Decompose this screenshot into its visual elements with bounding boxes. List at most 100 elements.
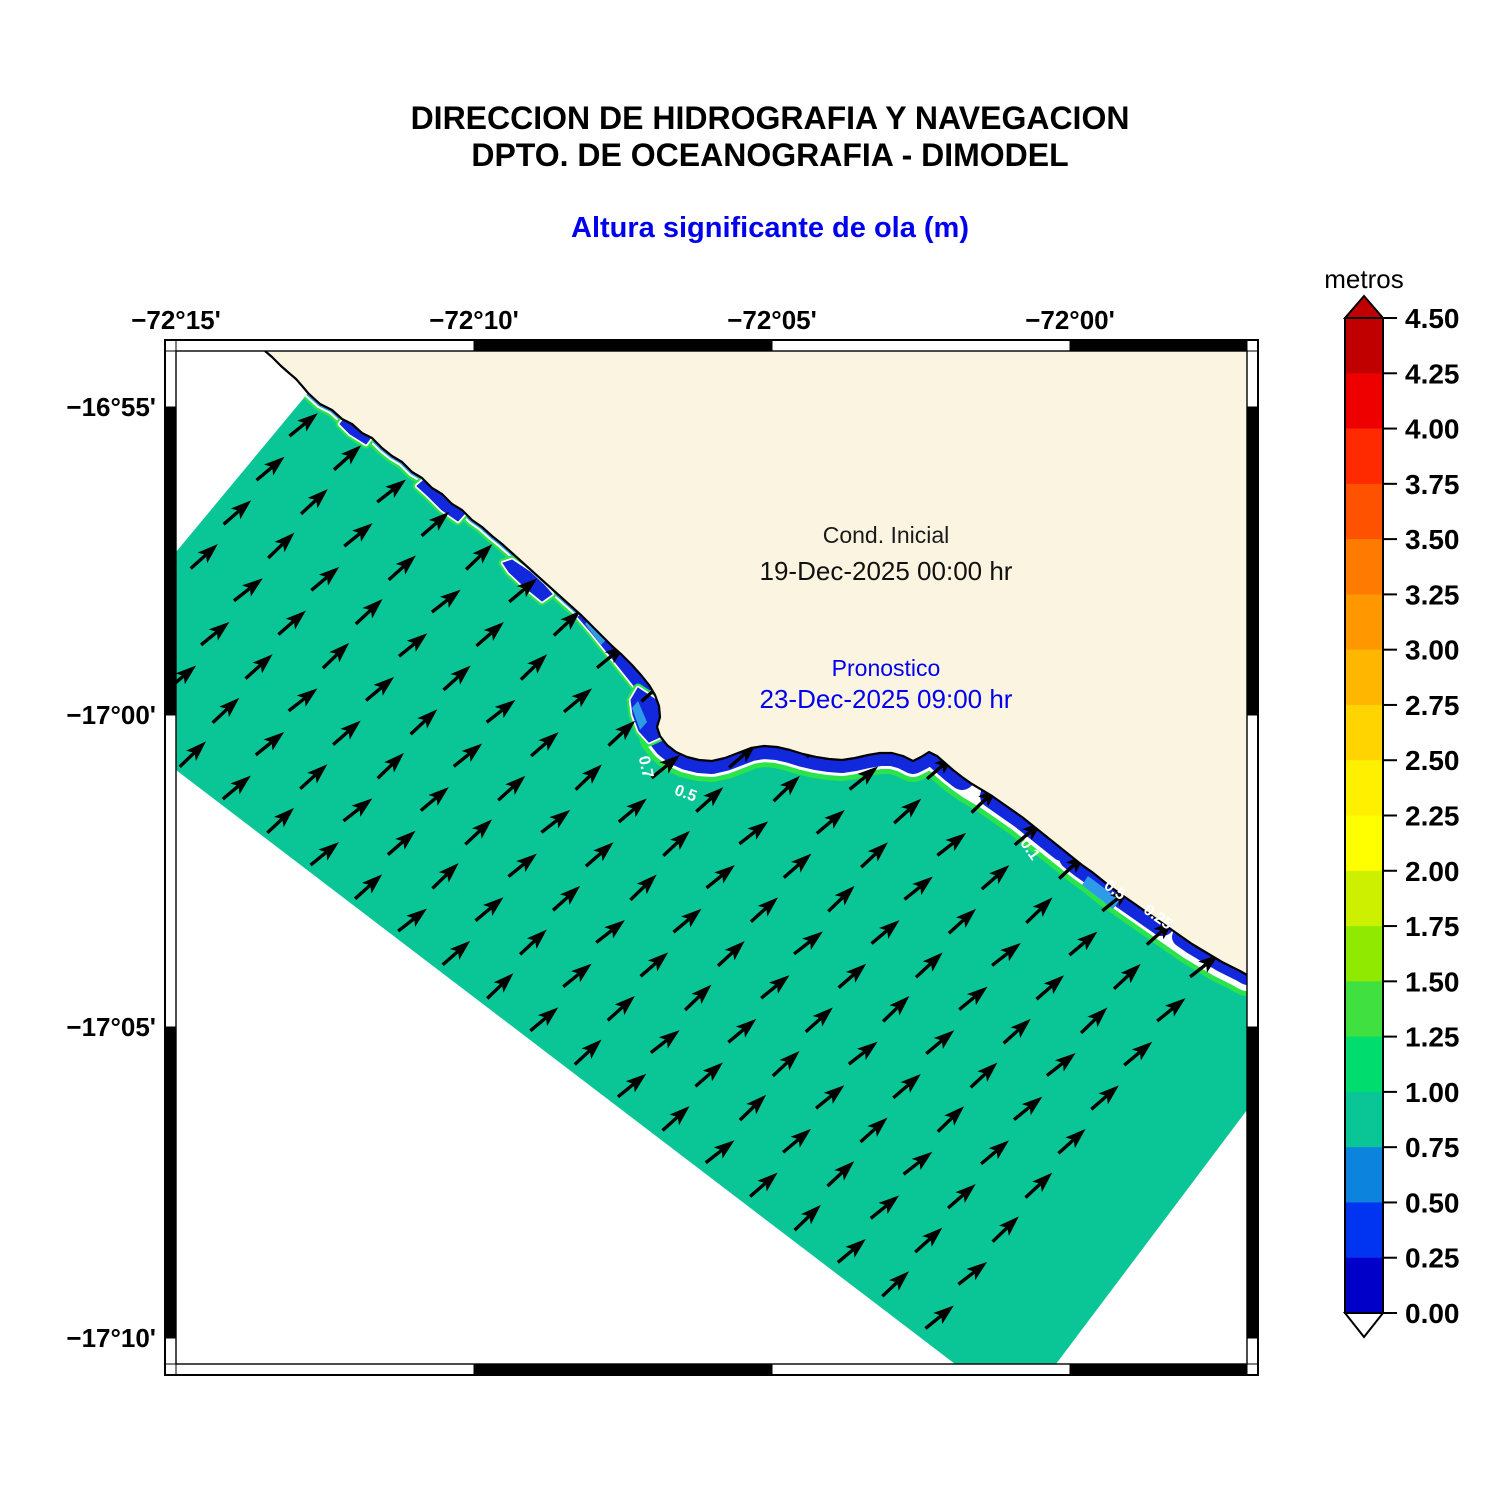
colorbar-label: 3.50 — [1405, 524, 1460, 555]
wave-arrow — [519, 654, 548, 681]
wave-arrow — [771, 1051, 800, 1078]
wave-arrow — [969, 1062, 998, 1089]
wave-arrow — [892, 798, 922, 825]
x-tick-label: −72°05' — [727, 305, 817, 335]
colorbar-label: 2.00 — [1405, 856, 1460, 887]
y-tick-label: −16°55' — [66, 392, 156, 422]
wave-arrow — [530, 732, 559, 758]
colorbar-segment — [1345, 483, 1383, 540]
wave-arrow — [211, 697, 240, 724]
wave-arrow — [903, 876, 933, 901]
y-tick-label: −17°10' — [66, 1323, 156, 1353]
colorbar-segment — [1345, 428, 1383, 485]
wave-arrow — [781, 1128, 812, 1154]
contour-label: 0.7 — [635, 754, 656, 779]
wave-arrow — [649, 1030, 680, 1054]
wave-arrow — [860, 842, 888, 869]
wave-arrow — [924, 1305, 954, 1330]
wave-arrow — [881, 996, 910, 1023]
wave-arrow — [936, 832, 967, 857]
wave-arrow — [309, 842, 339, 867]
wave-arrow — [1079, 1007, 1108, 1035]
colorbar-segment — [1345, 1091, 1383, 1148]
colorbar-segment — [1345, 649, 1383, 706]
wave-arrow — [804, 1007, 833, 1034]
wave-arrow — [430, 589, 461, 614]
frame-stripe — [164, 1337, 177, 1365]
wave-arrow — [221, 775, 251, 801]
wave-arrow — [695, 787, 724, 813]
wave-arrow — [738, 821, 769, 846]
wave-arrow — [419, 787, 449, 812]
colorbar-under-arrow — [1342, 1312, 1386, 1339]
initial-condition-label: Cond. Inicial — [823, 522, 950, 548]
frame-stripe — [1246, 350, 1259, 408]
colorbar-label: 4.50 — [1405, 303, 1460, 334]
frame-stripe — [164, 1026, 177, 1339]
wave-arrow — [267, 532, 295, 560]
wave-arrow — [1024, 1172, 1053, 1199]
title-line-1: DIRECCION DE HIDROGRAFIA Y NAVEGACION — [410, 100, 1130, 136]
colorbar-label: 1.50 — [1405, 966, 1460, 997]
colorbar-title: metros — [1324, 264, 1403, 294]
colorbar-segment — [1345, 373, 1383, 430]
wave-arrow — [683, 984, 712, 1012]
wave-arrow — [310, 566, 340, 592]
wave-arrow — [957, 1261, 988, 1286]
wave-arrow — [826, 1161, 855, 1188]
colorbar-segment — [1345, 870, 1383, 927]
frame-stripe — [473, 339, 773, 352]
x-tick-label: −72°10' — [429, 305, 519, 335]
wave-arrow — [299, 764, 328, 790]
wave-arrow — [772, 775, 800, 803]
wave-arrow — [464, 819, 493, 846]
wave-arrow — [376, 479, 406, 504]
wave-arrow — [244, 654, 273, 680]
wave-arrow — [540, 809, 571, 834]
figure-subtitle: Altura significante de ola (m) — [571, 212, 969, 244]
colorbar-segment — [1345, 1257, 1383, 1314]
frame-corner — [164, 339, 177, 352]
wave-arrow — [486, 973, 514, 1000]
blue-patch — [502, 559, 553, 602]
lightblue-patch — [1082, 876, 1120, 909]
frame-stripe — [1069, 1363, 1248, 1376]
colorbar-label: 0.50 — [1405, 1187, 1460, 1218]
colorbar-segment — [1345, 1147, 1383, 1204]
sea-region — [176, 393, 1247, 1364]
wave-arrow — [639, 952, 669, 978]
wave-arrow — [1189, 954, 1219, 979]
frame-stripe — [164, 350, 177, 408]
wave-arrow — [1045, 1053, 1076, 1077]
wave-arrow — [991, 942, 1021, 967]
wave-arrow — [607, 720, 636, 747]
frame-stripe — [1246, 714, 1259, 1028]
wave-arrow — [343, 523, 373, 548]
colorbar-label: 1.75 — [1405, 911, 1460, 942]
wave-arrow — [617, 798, 647, 824]
wave-arrow — [847, 1041, 878, 1066]
frame-stripe — [175, 1363, 475, 1376]
lightblue-patch — [632, 701, 647, 730]
colorbar-segment — [1345, 539, 1383, 595]
wave-arrow — [354, 599, 383, 626]
wave-arrow — [420, 511, 450, 538]
wave-arrow — [452, 743, 483, 768]
colorbar-segment — [1345, 1036, 1383, 1093]
wave-arrow — [704, 1140, 735, 1165]
wave-arrow — [827, 885, 855, 913]
wave-arrow — [529, 1007, 559, 1033]
wave-arrow — [551, 885, 581, 912]
forecast-label: Pronostico — [832, 655, 941, 681]
figure-header: DIRECCION DE HIDROGRAFIA Y NAVEGACION DP… — [52, 100, 1487, 174]
wave-arrow — [442, 665, 471, 692]
colorbar-segment — [1345, 704, 1383, 761]
colorbar-label: 2.25 — [1405, 801, 1460, 832]
wave-arrow — [287, 688, 318, 713]
wave-arrow — [1025, 897, 1053, 925]
wave-arrow — [266, 807, 295, 835]
contour-label: 0.5 — [672, 782, 699, 806]
wave-arrow — [892, 1073, 921, 1100]
